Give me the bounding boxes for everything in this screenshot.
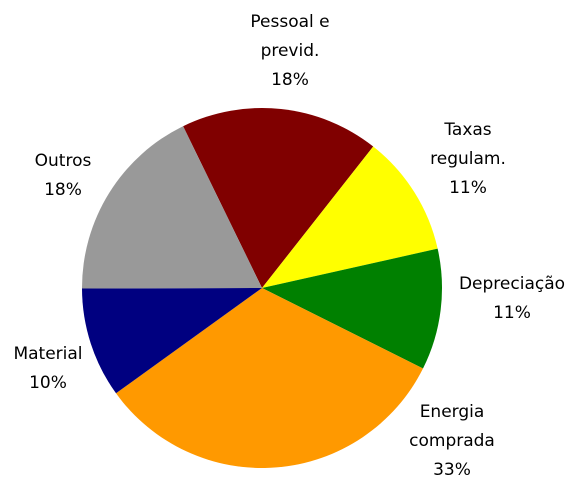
pie-slice (262, 248, 442, 369)
slice-label: Taxas regulam. 11% (430, 116, 506, 203)
category-name: Depreciação (458, 274, 566, 294)
category-name: Pessoal e previd. (250, 12, 330, 61)
value-label: 10% (29, 373, 67, 393)
slice-label: Material 10% (13, 340, 82, 398)
category-name: Taxas regulam. (430, 120, 506, 169)
value-label: 11% (449, 178, 487, 198)
category-name: Outros (34, 151, 92, 171)
value-label: 33% (433, 460, 471, 480)
slice-label: Energia comprada 33% (409, 398, 495, 481)
value-label: 18% (271, 70, 309, 90)
slice-label: Depreciação 11% (459, 270, 565, 328)
pie-slice (82, 288, 262, 394)
pie-slice (262, 146, 438, 288)
pie-slice (183, 107, 374, 288)
category-name: Energia comprada (409, 402, 495, 451)
category-name: Material (13, 344, 83, 364)
pie-slice (116, 288, 423, 469)
value-label: 11% (493, 303, 531, 323)
slice-label: Outros 18% (35, 147, 92, 205)
pie-slice (81, 126, 262, 289)
slice-label: Pessoal e previd. 18% (250, 8, 329, 95)
value-label: 18% (44, 180, 82, 200)
